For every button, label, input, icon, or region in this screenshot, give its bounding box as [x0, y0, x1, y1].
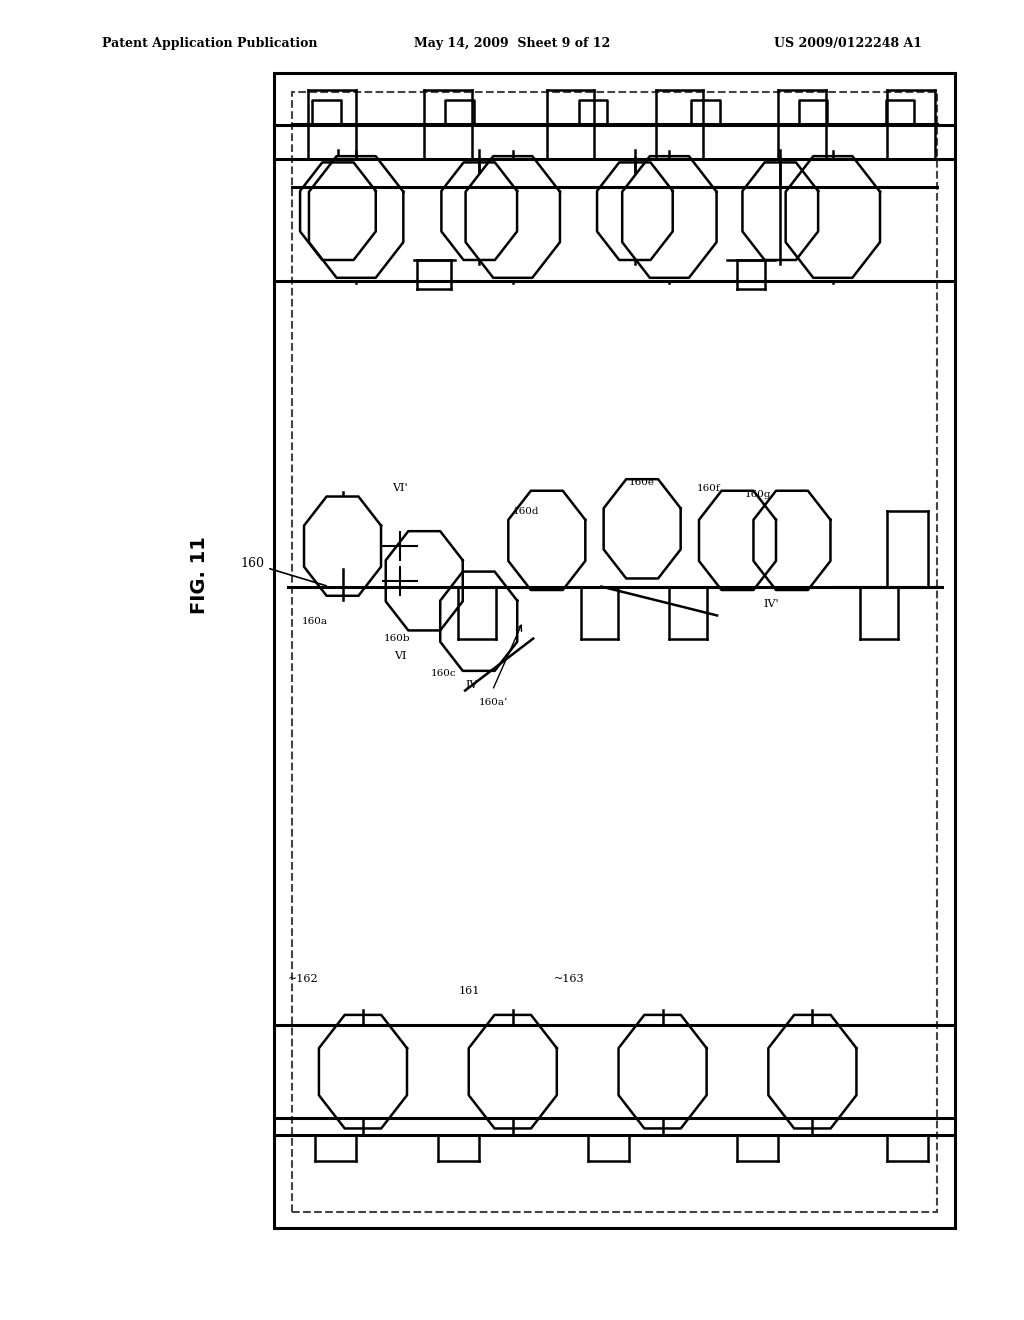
Text: 160d: 160d	[513, 507, 540, 516]
Polygon shape	[469, 1015, 557, 1129]
Text: 160a: 160a	[302, 616, 328, 626]
Polygon shape	[785, 156, 880, 277]
Text: ~163: ~163	[554, 974, 585, 985]
Text: US 2009/0122248 A1: US 2009/0122248 A1	[773, 37, 922, 50]
Polygon shape	[309, 156, 403, 277]
Text: May 14, 2009  Sheet 9 of 12: May 14, 2009 Sheet 9 of 12	[414, 37, 610, 50]
Polygon shape	[508, 491, 586, 590]
Polygon shape	[618, 1015, 707, 1129]
Polygon shape	[466, 156, 560, 277]
Text: IV: IV	[466, 680, 478, 690]
Text: 160a’: 160a’	[479, 697, 508, 706]
Polygon shape	[304, 496, 381, 595]
Text: IV': IV'	[764, 599, 779, 609]
Polygon shape	[386, 531, 463, 631]
Polygon shape	[754, 491, 830, 590]
Polygon shape	[768, 1015, 856, 1129]
Text: VI: VI	[394, 651, 407, 661]
Bar	[274, 73, 955, 1228]
Text: 160: 160	[241, 557, 327, 586]
Polygon shape	[699, 491, 776, 590]
Text: 161: 161	[459, 986, 479, 995]
Polygon shape	[742, 162, 818, 260]
Text: 160c: 160c	[431, 669, 457, 677]
Text: 160f: 160f	[696, 484, 720, 492]
Polygon shape	[318, 1015, 407, 1129]
Polygon shape	[440, 572, 517, 671]
Text: VI': VI'	[392, 483, 409, 494]
Polygon shape	[441, 162, 517, 260]
Text: ~162: ~162	[288, 974, 318, 985]
Polygon shape	[597, 162, 673, 260]
Polygon shape	[300, 162, 376, 260]
Polygon shape	[623, 156, 717, 277]
Text: 160g: 160g	[744, 490, 771, 499]
Text: FIG. 11: FIG. 11	[190, 536, 209, 614]
Text: 160b: 160b	[383, 634, 410, 643]
Text: 160e: 160e	[629, 478, 654, 487]
Bar	[292, 92, 937, 1212]
Text: Patent Application Publication: Patent Application Publication	[102, 37, 317, 50]
Polygon shape	[603, 479, 681, 578]
